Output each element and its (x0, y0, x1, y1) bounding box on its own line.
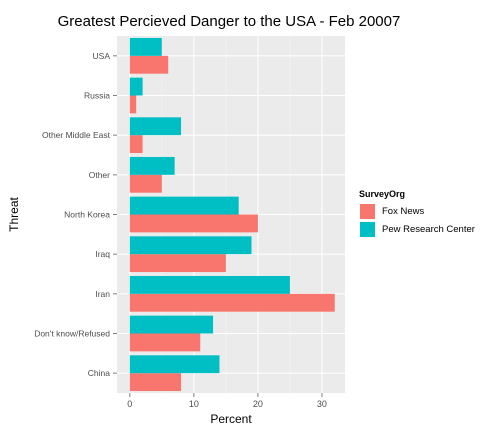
bar-fox-news-don-t-know-refused (129, 333, 201, 352)
y-tick-label: China (88, 368, 110, 378)
legend-label-pew-research-center: Pew Research Center (382, 223, 475, 235)
bar-pew-research-center-don-t-know-refused (129, 315, 214, 334)
bar-pew-research-center-iran (129, 275, 290, 294)
y-tick-label: Don't know/Refused (34, 329, 110, 339)
y-tick-label: Russia (84, 91, 110, 101)
x-tick-label: 30 (317, 399, 327, 409)
y-tick-label: USA (93, 51, 111, 61)
legend-title: SurveyOrg (359, 189, 406, 199)
bars (129, 37, 335, 392)
bar-fox-news-iran (129, 293, 335, 312)
legend-item-fox-news: Fox News (359, 202, 475, 220)
x-tick-label: 20 (253, 399, 263, 409)
y-tick-label: Iran (95, 289, 110, 299)
bar-pew-research-center-russia (129, 77, 143, 96)
legend-item-pew-research-center: Pew Research Center (359, 220, 475, 238)
y-tick-label: Other Middle East (42, 130, 111, 140)
bar-fox-news-usa (129, 55, 169, 74)
legend-label-fox-news: Fox News (382, 205, 425, 217)
x-axis: 0 10 20 30 (127, 393, 327, 409)
bar-fox-news-other-middle-east (129, 135, 143, 154)
bar-pew-research-center-other-middle-east (129, 117, 182, 136)
bar-pew-research-center-iraq (129, 236, 252, 255)
bar-fox-news-north-korea (129, 214, 258, 233)
bar-pew-research-center-north-korea (129, 196, 239, 215)
legend-swatch-pew-research-center (359, 220, 376, 238)
legend-swatch-fox-news (359, 202, 376, 220)
y-tick-label: North Korea (64, 210, 110, 220)
bar-fox-news-iraq (129, 254, 226, 273)
y-axis-label: Threat (7, 196, 21, 231)
y-tick-label: Iraq (95, 249, 110, 259)
bar-fox-news-china (129, 373, 182, 392)
chart-title: Greatest Percieved Danger to the USA - F… (57, 13, 401, 30)
y-tick-label: Other (89, 170, 110, 180)
x-axis-label: Percent (210, 412, 252, 426)
bar-fox-news-other (129, 174, 162, 193)
bar-pew-research-center-usa (129, 37, 162, 56)
bar-pew-research-center-china (129, 355, 220, 374)
x-tick-label: 10 (189, 399, 199, 409)
y-axis: USA Russia Other Middle East Other North Kor… (34, 51, 117, 378)
x-tick-label: 0 (127, 399, 132, 409)
legend: SurveyOrg Fox News Pew Research Center (359, 189, 475, 238)
bar-pew-research-center-other (129, 156, 175, 175)
bar-fox-news-russia (129, 95, 137, 114)
